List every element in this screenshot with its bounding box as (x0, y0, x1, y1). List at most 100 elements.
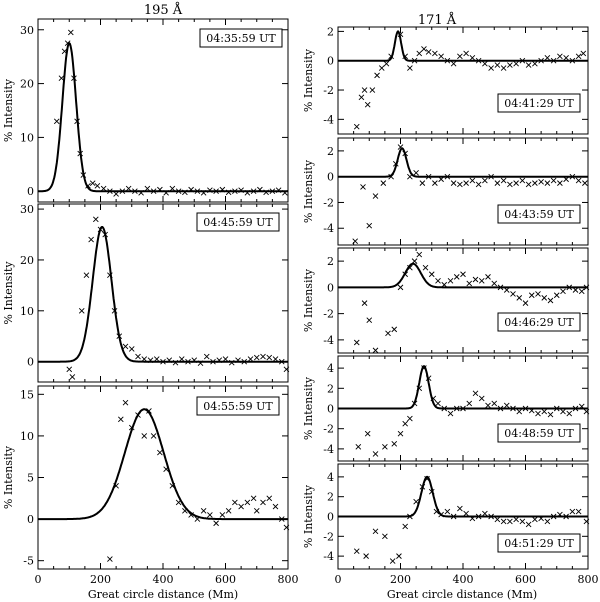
y-tick-label: 0 (327, 171, 334, 184)
data-point (463, 180, 469, 186)
data-point (253, 507, 260, 514)
column-title-171: 171 Å (418, 12, 457, 28)
y-tick-label: -4 (323, 334, 334, 347)
data-point (191, 357, 198, 363)
data-point (475, 513, 482, 520)
y-tick-label: -2 (323, 196, 334, 209)
data-point (391, 326, 398, 333)
data-point (64, 40, 71, 47)
data-point (203, 353, 210, 360)
data-point (569, 173, 576, 180)
data-point (416, 50, 423, 57)
y-tick-label: 4 (327, 471, 334, 484)
data-point (513, 180, 519, 186)
y-tick-label: -2 (323, 530, 334, 543)
data-point (397, 31, 404, 38)
data-point (438, 511, 444, 518)
data-point (150, 188, 157, 195)
timestamp-label: 04:35:59 UT (206, 32, 276, 45)
data-point (58, 75, 65, 82)
data-point (391, 441, 398, 447)
data-point (413, 169, 419, 176)
data-point (497, 284, 504, 291)
y-tick-label: 10 (20, 430, 34, 443)
y-tick-label: 30 (20, 24, 34, 37)
data-point (424, 476, 430, 482)
data-point (583, 518, 590, 525)
data-point (488, 173, 494, 180)
data-point (444, 508, 451, 515)
data-point (438, 53, 444, 60)
timestamp-box (497, 93, 581, 113)
data-point (67, 29, 74, 36)
data-point (457, 53, 463, 60)
data-point (361, 87, 368, 93)
panel-1: 0 10 20 30 % Intensity 04:45:59 UT (2, 203, 290, 383)
data-point (272, 356, 279, 362)
data-point (463, 510, 469, 517)
data-point (169, 482, 176, 489)
y-axis-label: % Intensity (2, 445, 15, 509)
timestamp-label: 04:43:59 UT (504, 208, 574, 221)
x-tick-label: 200 (90, 573, 111, 586)
data-point (407, 513, 413, 520)
data-point (94, 183, 101, 189)
data-point (478, 277, 485, 284)
data-point (525, 181, 532, 188)
data-point (382, 444, 388, 450)
data-point (207, 512, 213, 518)
data-point (117, 416, 124, 423)
data-point (407, 264, 413, 271)
panel-5: -4 -2 0 2 % Intensity 04:46:29 UT (302, 247, 590, 354)
data-point (532, 60, 538, 67)
data-point (582, 180, 588, 186)
x-tick-label: 800 (278, 573, 299, 586)
data-point (544, 54, 551, 61)
data-point (507, 518, 513, 525)
data-point (475, 57, 482, 64)
data-point (572, 287, 579, 293)
data-point (519, 57, 526, 64)
data-point (141, 433, 148, 439)
data-point (407, 173, 413, 180)
data-point (163, 466, 169, 473)
data-point (222, 356, 229, 362)
data-point (146, 408, 152, 414)
data-point (578, 288, 585, 295)
data-point (575, 53, 582, 60)
data-point (71, 75, 77, 82)
x-tick-label: 200 (390, 573, 411, 586)
data-point (66, 366, 73, 373)
data-point (563, 513, 569, 520)
y-tick-label: -4 (323, 113, 334, 126)
data-point (107, 188, 113, 195)
data-point (272, 503, 279, 510)
timestamp-label: 04:41:29 UT (504, 97, 574, 110)
data-point (175, 188, 182, 195)
timestamp-box (196, 212, 280, 232)
data-point (538, 57, 544, 64)
data-point (425, 173, 432, 180)
data-point (69, 374, 76, 380)
y-tick-label: 4 (327, 362, 334, 375)
data-point (358, 94, 365, 101)
data-point (364, 101, 371, 108)
y-axis-label: % Intensity (2, 261, 15, 325)
data-point (374, 72, 380, 79)
data-point (419, 483, 426, 490)
data-point (282, 190, 288, 196)
data-point (466, 280, 473, 287)
data-point (516, 408, 523, 415)
data-point (469, 177, 476, 184)
data-point (360, 184, 366, 190)
data-point (544, 180, 551, 186)
data-point (513, 60, 519, 67)
y-tick-label: 0 (27, 356, 34, 369)
data-point (425, 375, 432, 382)
y-tick-label: -4 (323, 550, 334, 563)
data-point (469, 54, 476, 61)
data-point (53, 118, 60, 125)
data-point (457, 505, 463, 512)
data-point (247, 356, 254, 362)
data-point (102, 231, 109, 238)
